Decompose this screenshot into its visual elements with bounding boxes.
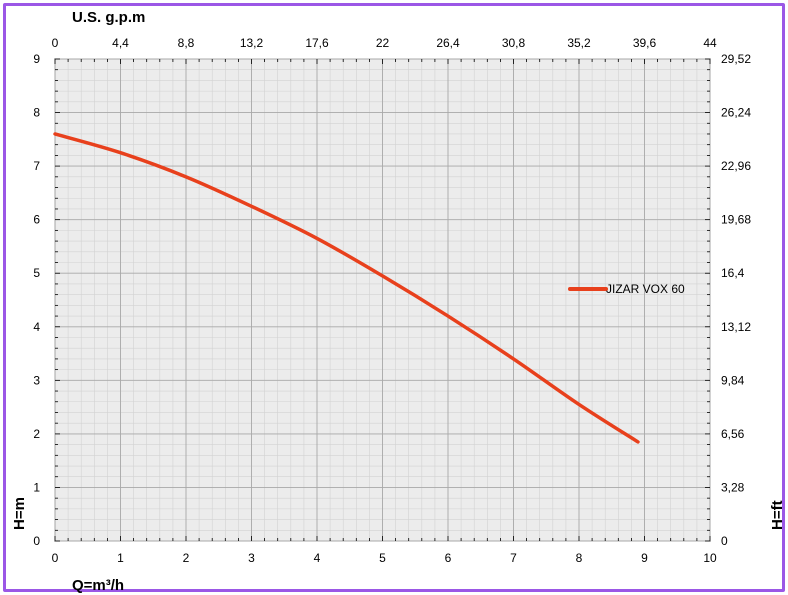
y-right-tick-label: 22,96 <box>721 159 751 173</box>
y-right-tick-label: 29,52 <box>721 52 751 66</box>
x-top-tick-labels: 0 4,4 8,8 13,2 17,6 22 26,4 30,8 35,2 39,6 44 <box>52 36 717 50</box>
x-top-tick-label: 0 <box>52 36 59 50</box>
y-left-tick-label: 2 <box>33 427 40 441</box>
x-bottom-tick-label: 9 <box>641 551 648 565</box>
x-top-tick-label: 35,2 <box>567 36 591 50</box>
x-bottom-tick-label: 10 <box>703 551 717 565</box>
x-top-tick-label: 26,4 <box>436 36 460 50</box>
x-bottom-tick-label: 0 <box>52 551 59 565</box>
x-bottom-tick-labels: 0 1 2 3 4 5 6 7 8 9 10 <box>52 551 717 565</box>
y-left-tick-label: 3 <box>33 373 40 387</box>
y-left-tick-label: 4 <box>33 320 40 334</box>
grid-major <box>54 58 711 542</box>
x-bottom-tick-label: 7 <box>510 551 517 565</box>
y-left-tick-label: 7 <box>33 159 40 173</box>
x-top-tick-label: 8,8 <box>178 36 195 50</box>
x-top-tick-label: 4,4 <box>112 36 129 50</box>
y-right-tick-label: 9,84 <box>721 373 745 387</box>
y-right-tick-label: 13,12 <box>721 320 751 334</box>
x-top-axis-title: U.S. g.p.m <box>72 9 145 26</box>
y-right-tick-label: 16,4 <box>721 266 745 280</box>
y-left-tick-labels: 0 1 2 3 4 5 6 7 8 9 <box>33 52 40 548</box>
y-right-tick-labels: 0 3,28 6,56 9,84 13,12 16,4 19,68 22,96 26,24 29,… <box>721 52 751 548</box>
x-bottom-tick-label: 6 <box>445 551 452 565</box>
y-right-axis-title: H=ft <box>769 500 786 530</box>
y-left-tick-label: 5 <box>33 266 40 280</box>
legend-label-jizar-vox-60: JIZAR VOX 60 <box>606 282 685 296</box>
x-bottom-tick-label: 1 <box>117 551 124 565</box>
y-right-tick-label: 26,24 <box>721 106 751 120</box>
tick-marks <box>54 58 711 542</box>
x-bottom-axis-title: Q=m³/h <box>72 577 124 594</box>
x-top-tick-label: 13,2 <box>240 36 264 50</box>
x-top-tick-label: 30,8 <box>502 36 526 50</box>
y-left-tick-label: 9 <box>33 52 40 66</box>
y-left-tick-label: 0 <box>33 534 40 548</box>
series-layer <box>53 132 640 444</box>
x-top-tick-label: 22 <box>376 36 390 50</box>
y-left-tick-label: 6 <box>33 213 40 227</box>
x-bottom-tick-label: 2 <box>183 551 190 565</box>
x-top-tick-label: 17,6 <box>305 36 329 50</box>
y-right-tick-label: 19,68 <box>721 213 751 227</box>
y-left-tick-label: 1 <box>33 480 40 494</box>
x-top-tick-label: 39,6 <box>633 36 657 50</box>
y-right-tick-label: 6,56 <box>721 427 745 441</box>
x-top-tick-label: 44 <box>703 36 717 50</box>
y-left-tick-label: 8 <box>33 106 40 120</box>
y-left-axis-title: H=m <box>11 497 28 530</box>
x-bottom-tick-label: 4 <box>314 551 321 565</box>
x-bottom-tick-label: 3 <box>248 551 255 565</box>
x-bottom-tick-label: 8 <box>576 551 583 565</box>
series-line-jizar-vox-60 <box>53 132 640 444</box>
y-right-tick-label: 0 <box>721 534 728 548</box>
x-bottom-tick-label: 5 <box>379 551 386 565</box>
y-right-tick-label: 3,28 <box>721 480 745 494</box>
legend: JIZAR VOX 60 <box>568 282 685 296</box>
